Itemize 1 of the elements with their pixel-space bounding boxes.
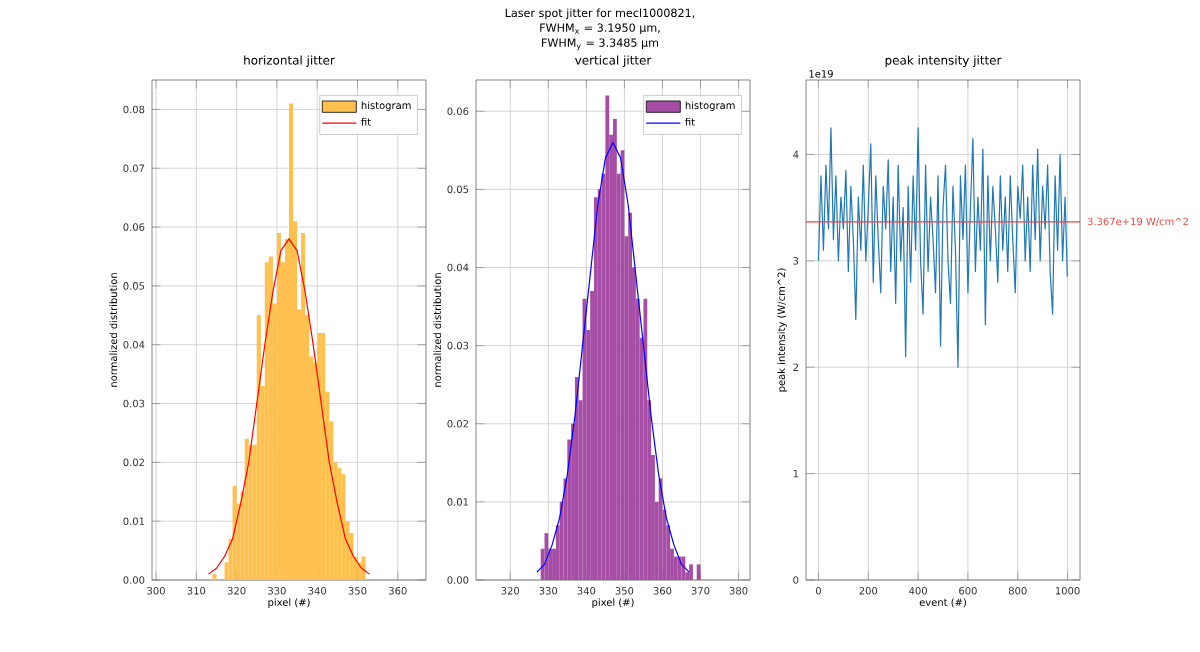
line-series (817, 127, 1068, 368)
